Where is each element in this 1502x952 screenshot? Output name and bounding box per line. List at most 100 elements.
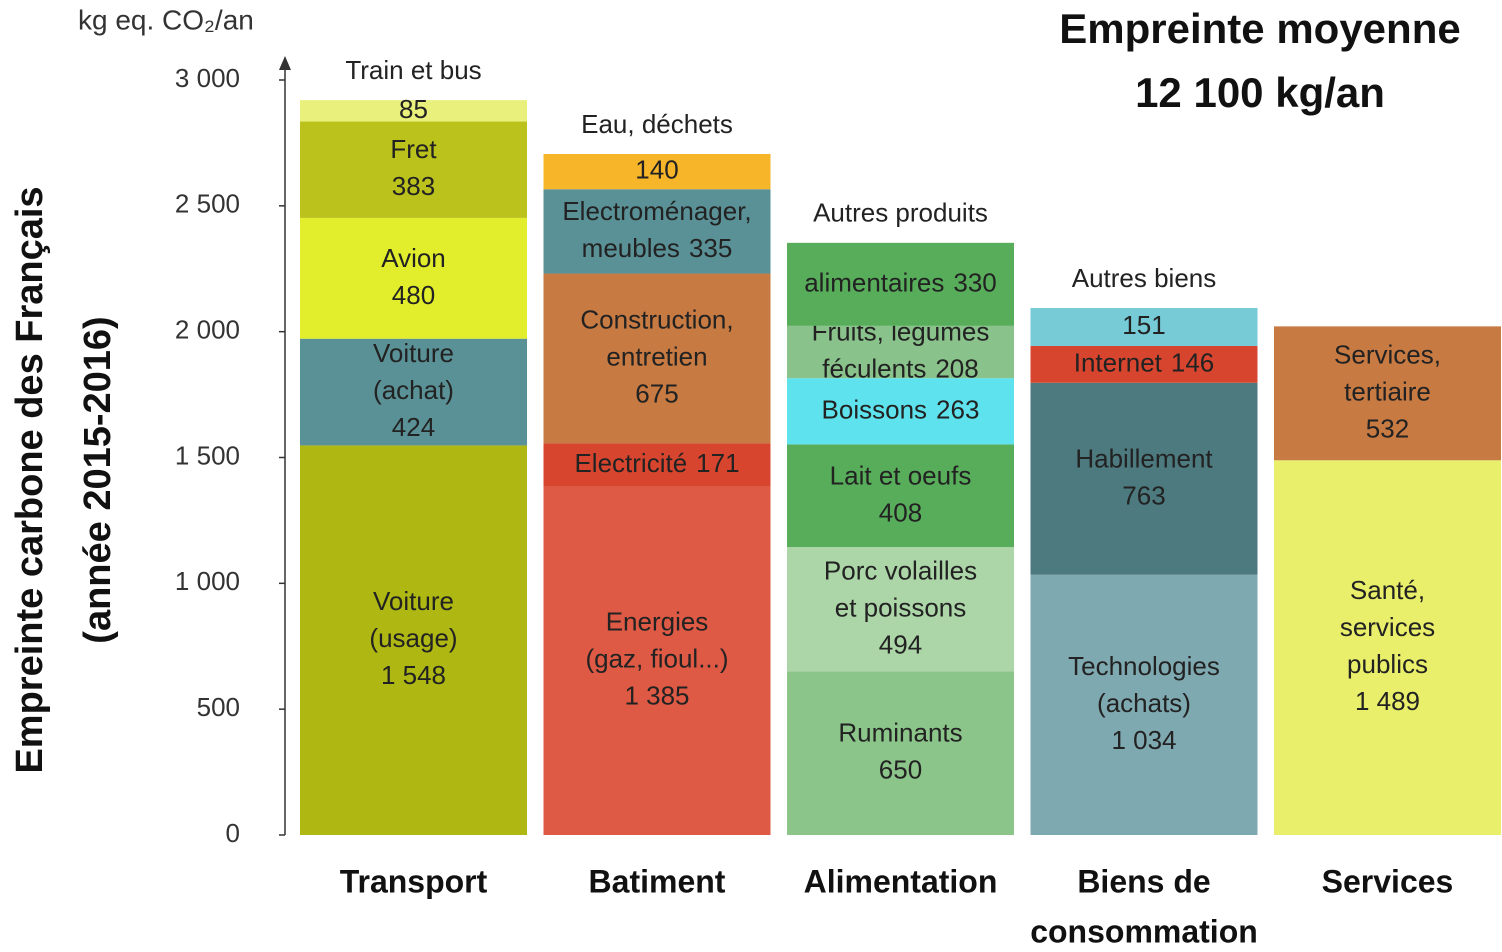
x-tick-label: consommation — [1030, 913, 1258, 949]
bar-segment — [300, 338, 527, 446]
segment-value: 330 — [953, 267, 996, 297]
x-tick-label: Biens de — [1077, 863, 1210, 899]
segment-value: 263 — [936, 394, 979, 424]
segment-label-text: tertiaire — [1344, 376, 1431, 406]
segment-label: 675 — [635, 378, 678, 408]
bar-segment — [787, 378, 1014, 445]
segment-label-text: Ruminants — [838, 718, 962, 748]
bar-segment — [1030, 574, 1258, 835]
segment-label: 424 — [392, 412, 435, 442]
segment-label-text: (gaz, fioul...) — [585, 644, 728, 674]
segment-label-text: Santé, — [1350, 575, 1425, 605]
segment-value: 1 385 — [624, 681, 689, 711]
segment-label-text: Fret — [390, 134, 437, 164]
y-tick-label: 2 500 — [175, 189, 240, 219]
segment-value: 140 — [635, 154, 678, 184]
bar-segment — [543, 443, 771, 487]
segment-label-text: Porc volailles — [824, 555, 977, 585]
segment-label-text: Lait et oeufs — [830, 460, 972, 490]
segment-value: 1 034 — [1111, 725, 1176, 755]
bar-segment — [787, 444, 1014, 548]
segment-label: Electricité 171 — [574, 448, 739, 478]
segment-label-text: Habillement — [1075, 443, 1213, 473]
segment-label: Train et bus — [345, 55, 481, 85]
bar-segment — [543, 153, 771, 190]
segment-label: Energies — [606, 607, 709, 637]
segment-label: Construction, — [580, 304, 733, 334]
y-tick-label: 500 — [197, 692, 240, 722]
segment-value: 763 — [1122, 480, 1165, 510]
x-tick-label: Alimentation — [804, 863, 998, 899]
segment-label: Voiture — [373, 338, 454, 368]
segment-label: Electroménager, — [562, 196, 751, 226]
segment-label: (usage) — [369, 623, 457, 653]
bar-segment — [1030, 382, 1258, 575]
segment-label: 408 — [879, 497, 922, 527]
segment-label-text: services — [1340, 612, 1435, 642]
bar-segment — [543, 486, 771, 835]
segment-label: 85 — [399, 94, 428, 124]
segment-label-text: Energies — [606, 607, 709, 637]
segment-label: meubles 335 — [582, 233, 733, 263]
y-tick-label: 0 — [226, 818, 240, 848]
segment-label-text: Voiture — [373, 586, 454, 616]
segment-value: 675 — [635, 378, 678, 408]
segment-label: 1 034 — [1111, 725, 1176, 755]
bar-segment — [787, 242, 1014, 326]
segment-label-text: Avion — [381, 243, 446, 273]
segment-label: Avion — [381, 243, 446, 273]
bar-segment — [1030, 308, 1258, 347]
segment-label: 650 — [879, 755, 922, 785]
segment-label: Ruminants — [838, 718, 962, 748]
segment-label: 480 — [392, 280, 435, 310]
segment-label-text: féculents — [822, 353, 926, 383]
segment-label: Boissons 263 — [822, 394, 980, 424]
segment-value: 335 — [689, 233, 732, 263]
chart-title: 12 100 kg/an — [1135, 69, 1385, 116]
segment-label-text: Services, — [1334, 339, 1441, 369]
y-tick-label: 3 000 — [175, 63, 240, 93]
y-axis-title: Empreinte carbone des Français — [9, 186, 51, 773]
segment-label: Santé, — [1350, 575, 1425, 605]
segment-value: 424 — [392, 412, 435, 442]
segment-value: 85 — [399, 94, 428, 124]
bar-segment — [543, 189, 771, 274]
segment-value: 494 — [879, 629, 922, 659]
bar-segment — [787, 547, 1014, 672]
chart-title: Empreinte moyenne — [1059, 5, 1460, 52]
segment-label-text: Construction, — [580, 304, 733, 334]
segment-label: 151 — [1122, 310, 1165, 340]
segment-label: alimentaires 330 — [804, 267, 997, 297]
segment-label: Porc volailles — [824, 555, 977, 585]
segment-value: 532 — [1366, 413, 1409, 443]
segment-label: (achat) — [373, 375, 454, 405]
bar-segment — [1274, 460, 1501, 835]
segment-label: Internet 146 — [1074, 347, 1215, 377]
segment-label: 532 — [1366, 413, 1409, 443]
segment-label: 1 548 — [381, 660, 446, 690]
bar-segment — [787, 325, 1014, 379]
bar-segment — [300, 121, 527, 218]
segment-label-text: Voiture — [373, 338, 454, 368]
segment-label-text: (achat) — [373, 375, 454, 405]
segment-label: Voiture — [373, 586, 454, 616]
segment-label-text: meubles — [582, 233, 680, 263]
segment-label-text: Electroménager, — [562, 196, 751, 226]
segment-label-text: entretien — [606, 341, 707, 371]
bar-segment — [543, 273, 771, 444]
segment-label-text: Internet — [1074, 347, 1163, 377]
segment-label-text: Technologies — [1068, 651, 1220, 681]
segment-label: 383 — [392, 171, 435, 201]
segment-label: Autres produits — [813, 198, 988, 228]
segment-label: Fret — [390, 134, 437, 164]
segment-label: Autres biens — [1072, 263, 1217, 293]
segment-label: publics — [1347, 649, 1428, 679]
segment-label-text: Electricité — [574, 448, 687, 478]
segment-label: 140 — [635, 154, 678, 184]
segment-label: Lait et oeufs — [830, 460, 972, 490]
segment-label: (gaz, fioul...) — [585, 644, 728, 674]
bar-segment — [1274, 326, 1501, 461]
axis-arrow — [279, 56, 291, 70]
bar-segment — [1030, 346, 1258, 383]
bar-segment — [300, 217, 527, 339]
